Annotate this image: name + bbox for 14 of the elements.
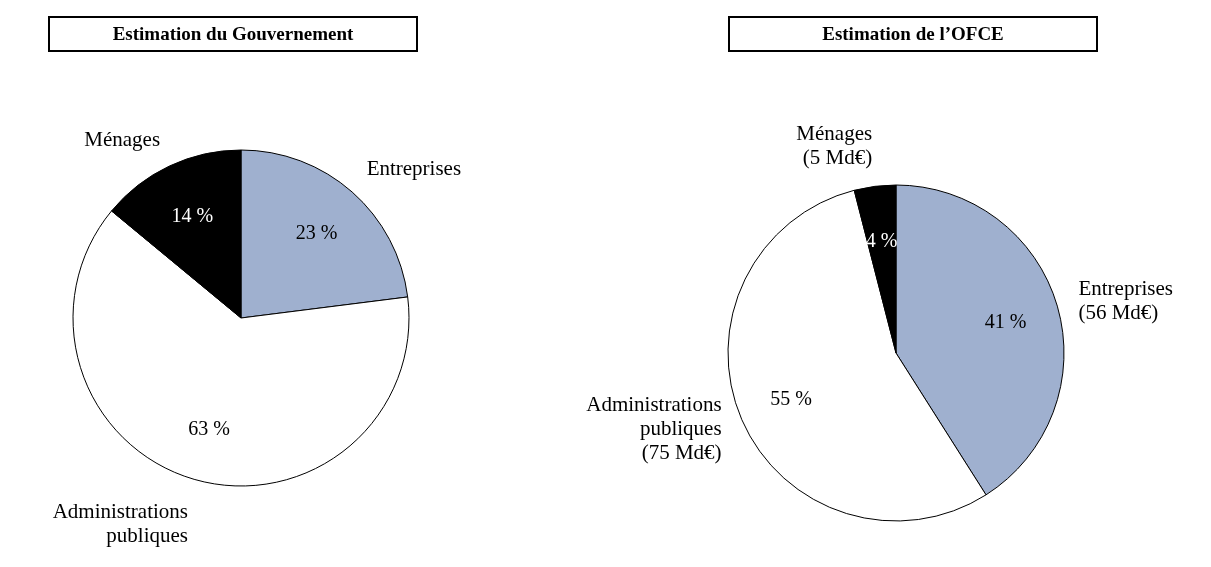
- slice-label: Ménages: [84, 127, 161, 152]
- data-label: 63 %: [188, 416, 230, 439]
- chart-title: Estimation de l’OFCE: [822, 23, 1004, 45]
- chart-title: Estimation du Gouvernement: [112, 23, 354, 45]
- slice-label: Entreprises (56 Md€): [1078, 275, 1173, 324]
- data-label: 23 %: [295, 221, 338, 244]
- data-label: 41 %: [984, 310, 1027, 333]
- slice-label: Administrations publiques: [52, 499, 188, 548]
- slice-label: Entreprises: [366, 156, 462, 181]
- data-label: 55 %: [770, 387, 812, 410]
- slice-label: Ménages (5 Md€): [796, 121, 873, 170]
- slice-label: Administrations publiques (75 Md€): [586, 392, 722, 465]
- data-label: 14 %: [171, 203, 214, 226]
- data-label: 4 %: [865, 228, 898, 251]
